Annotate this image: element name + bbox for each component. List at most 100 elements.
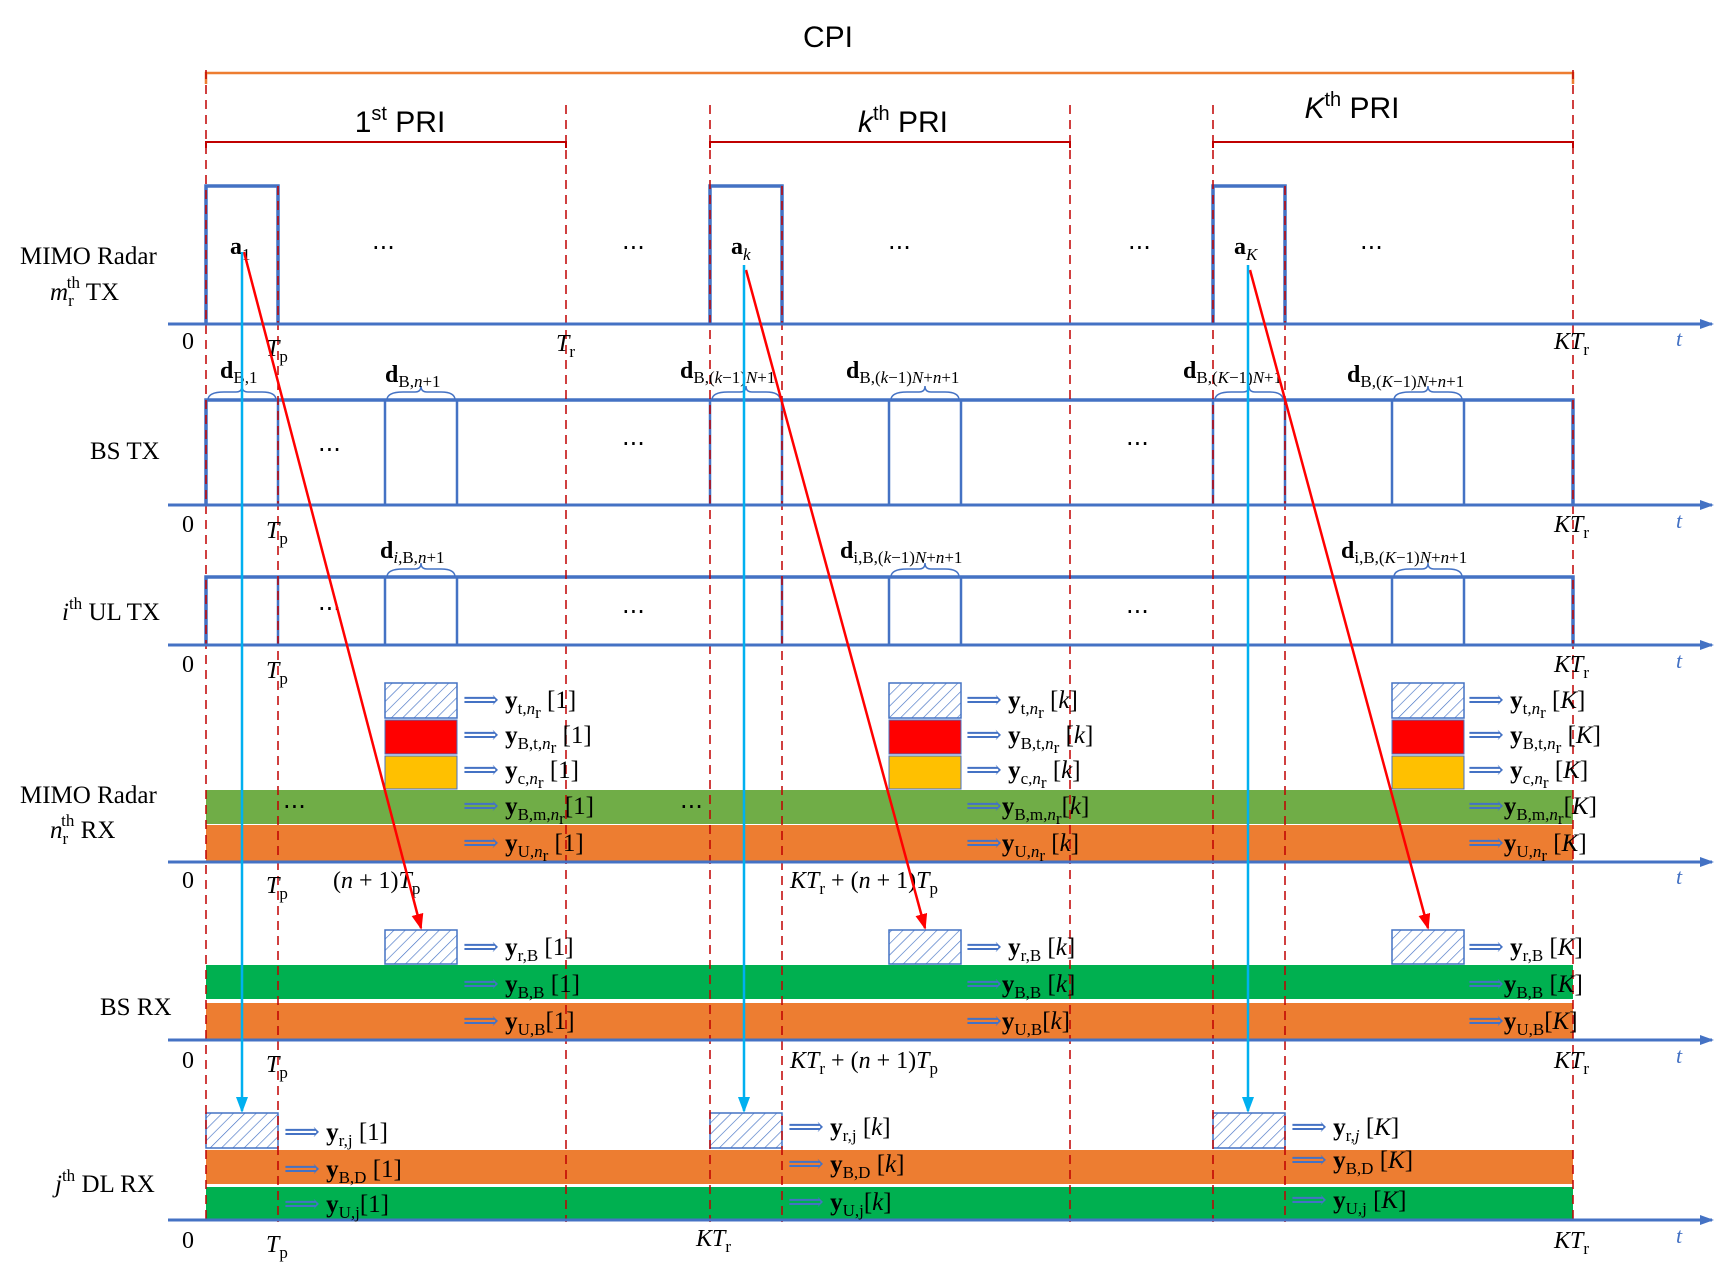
pri-k-bracket [709,141,1071,148]
radar-tx-label-line2: mrth TX [50,273,119,310]
bs-rx-ub-bar [206,1003,1573,1039]
radar-rx-block-group-k [888,682,962,790]
ul-tx-symbol-labels: di,B,n+1 di,B,(k−1)N+n+1 di,B,(K−1)N+n+1 [380,538,1467,578]
tick-ktr: KTr [1553,1228,1589,1258]
pulse-label-a1: a1 [230,234,251,264]
echo-arrow-k [744,269,928,930]
ul-tx-label: ith UL TX [62,594,160,626]
ellipses: ··· ··· ··· ··· ··· ··· ··· ··· ··· ··· … [283,234,1383,821]
svg-text:di,B,(K−1)N+n+1: di,B,(K−1)N+n+1 [1341,538,1467,567]
tick-tr: Tr [556,331,575,361]
svg-text:⟹ yt,nr [K]: ⟹ yt,nr [K] [1468,687,1585,722]
tick-zero: 0 [182,1048,194,1074]
svg-text:···: ··· [318,436,341,464]
svg-text:⟹ yt,nr [k]: ⟹ yt,nr [k] [966,687,1078,722]
tick-ktr: KTr [695,1226,731,1256]
bs-rx-radar-block-1 [384,929,458,965]
bs-tx-symbol-boundaries [276,400,1466,505]
svg-text:⟹ yU,j[1]: ⟹ yU,j[1] [284,1191,389,1222]
svg-text:···: ··· [1128,234,1151,262]
t-label: t [1676,326,1683,351]
tick-zero: 0 [182,512,194,538]
pulse-label-ak: ak [731,234,751,264]
pri-K-bracket [1212,141,1574,148]
svg-text:⟹ yt,nr [1]: ⟹ yt,nr [1] [463,687,576,722]
svg-text:dB,(K−1)N+n+1: dB,(K−1)N+n+1 [1347,362,1464,391]
svg-text:···: ··· [680,793,703,821]
radar-rx-clutter-block [888,755,962,790]
axis-tick-labels: 0 Tp Tr KTr 0 Tp KTr 0 Tp KTr 0 Tp (n + … [182,329,1589,1262]
radar-rx-bs-target-block [888,719,962,755]
radar-rx-bs-target-block [1391,719,1465,755]
cpi-bracket [204,71,1575,84]
radar-echo-arrows [242,251,1431,930]
svg-text:⟹ yc,nr [1]: ⟹ yc,nr [1] [463,757,579,792]
svg-text:···: ··· [622,234,645,262]
svg-text:···: ··· [1126,430,1149,458]
pri-first-bracket [205,141,567,148]
radar-rx-label-line1: MIMO Radar [20,782,157,809]
svg-text:⟹ yB,t,nr [1]: ⟹ yB,t,nr [1] [463,722,592,757]
dl-direct-arrows [236,252,1254,1113]
svg-text:⟹ yB,B [1]: ⟹ yB,B [1] [463,971,580,1002]
svg-text:···: ··· [622,598,645,626]
radar-rx-clutter-block [1391,755,1465,790]
t-label: t [1676,1043,1683,1068]
svg-text:⟹ yU,j[k]: ⟹ yU,j[k] [788,1189,892,1220]
bs-rx-radar-block-K [1391,929,1465,965]
svg-text:⟹ yc,nr [k]: ⟹ yc,nr [k] [966,757,1081,792]
svg-text:⟹ yB,m,nr[1]: ⟹ yB,m,nr[1] [463,793,594,828]
time-axes [168,319,1714,1225]
t-label: t [1676,648,1683,673]
svg-text:···: ··· [1360,234,1383,262]
svg-text:⟹ yB,t,nr [k]: ⟹ yB,t,nr [k] [966,722,1093,757]
radar-rx-target-block [384,682,458,719]
bs-rx-label: BS RX [100,994,172,1021]
svg-text:dB,1: dB,1 [220,358,257,387]
dl-rx-signal-labels: ⟹ yr,j [1] ⟹ yB,D [1] ⟹ yU,j[1] ⟹ yr,j [… [284,1114,1413,1222]
cpi-label: CPI [803,21,853,54]
svg-text:⟹ yU,j [K]: ⟹ yU,j [K] [1291,1187,1406,1218]
svg-text:di,B,n+1: di,B,n+1 [380,538,445,567]
tick-tp: Tp [266,658,288,688]
tick-ktr: KTr [1553,1048,1589,1078]
tick-tp: Tp [266,518,288,548]
svg-text:dB,(k−1)N+1: dB,(k−1)N+1 [680,358,775,387]
svg-text:⟹ yc,nr [K]: ⟹ yc,nr [K] [1468,757,1588,792]
tick-ktr: KTr [1553,512,1589,542]
tick-tp: Tp [266,1232,288,1262]
radar-rx-bs-target-block [384,719,458,755]
svg-text:···: ··· [372,234,395,262]
svg-text:⟹ yr,j [k]: ⟹ yr,j [k] [788,1114,891,1145]
radar-rx-block-group-1 [384,682,458,790]
pri-k-label: kth PRI [858,103,948,139]
tick-n1tp: (n + 1)Tp [333,868,420,898]
pri-first-label: 1st PRI [355,103,446,139]
svg-text:···: ··· [622,430,645,458]
radar-rx-clutter-block [384,755,458,790]
svg-text:⟹ yr,j [1]: ⟹ yr,j [1] [284,1119,388,1150]
dl-rx-uj-bar [206,1187,1573,1219]
svg-text:⟹ yU,nr [1]: ⟹ yU,nr [1] [463,830,584,865]
t-label: t [1676,1223,1683,1248]
bs-rx-radar-block-k [888,929,962,965]
svg-text:di,B,(k−1)N+n+1: di,B,(k−1)N+n+1 [840,538,962,567]
svg-text:dB,(K−1)N+1: dB,(K−1)N+1 [1183,358,1282,387]
radar-rx-block-group-K [1391,682,1465,790]
tick-ktr: KTr [1553,652,1589,682]
tick-zero: 0 [182,868,194,894]
svg-text:⟹ yB,t,nr [K]: ⟹ yB,t,nr [K] [1468,722,1601,757]
svg-text:⟹ yU,B[1]: ⟹ yU,B[1] [463,1008,575,1039]
svg-text:dB,(k−1)N+n+1: dB,(k−1)N+n+1 [846,358,959,387]
tick-zero: 0 [182,329,194,355]
t-label: t [1676,864,1683,889]
svg-text:···: ··· [283,793,306,821]
dl-rx-label: jth DL RX [52,1166,155,1198]
svg-text:⟹ yB,D [1]: ⟹ yB,D [1] [284,1156,402,1187]
tick-ktr: KTr [1553,329,1589,359]
radar-rx-u-bar [206,825,1573,861]
svg-text:···: ··· [888,234,911,262]
tick-zero: 0 [182,652,194,678]
svg-text:···: ··· [1126,598,1149,626]
